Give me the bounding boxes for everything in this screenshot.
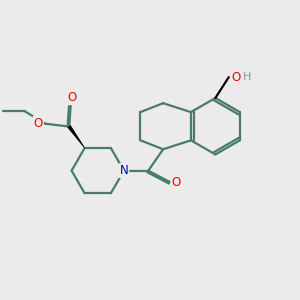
Text: O: O (34, 116, 43, 130)
Text: O: O (232, 71, 241, 84)
Text: N: N (119, 164, 128, 177)
Polygon shape (68, 126, 85, 148)
Text: O: O (172, 176, 181, 189)
Text: H: H (243, 72, 251, 82)
Text: O: O (68, 91, 77, 104)
